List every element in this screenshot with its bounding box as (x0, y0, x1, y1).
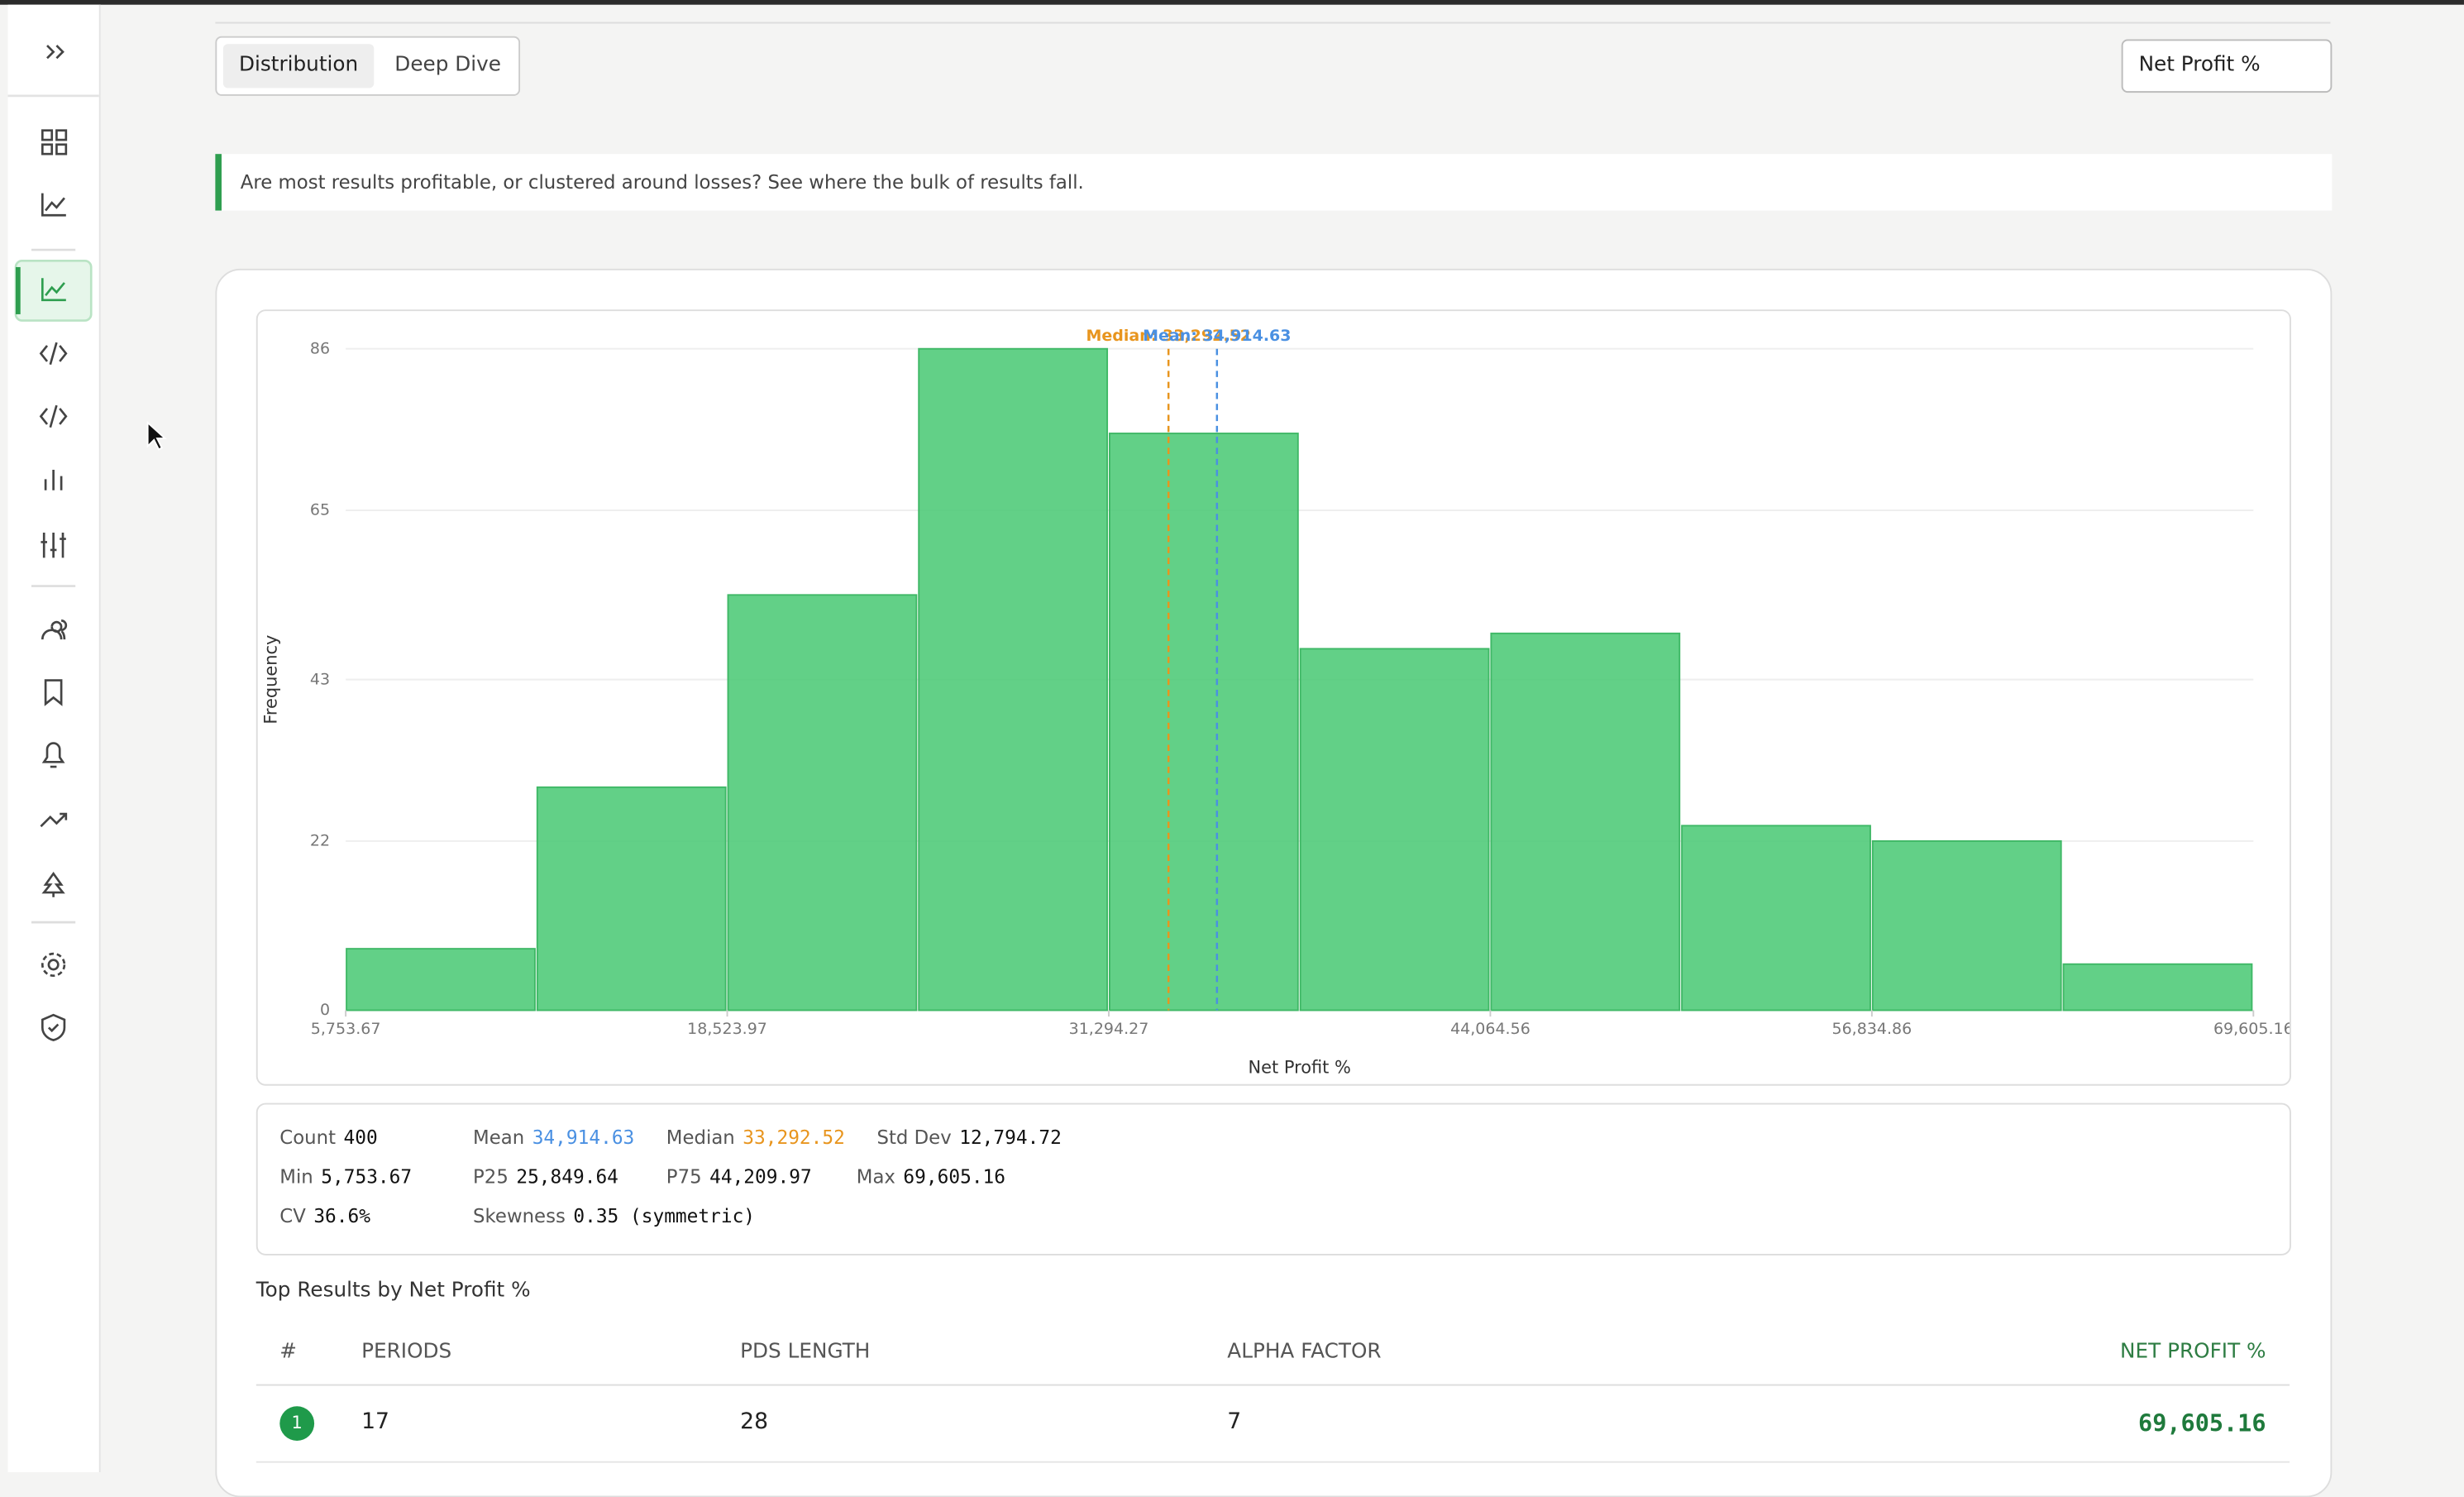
tab-group: Distribution Deep Dive (215, 36, 521, 96)
bar (1871, 839, 2062, 1012)
y-tick-label: 0 (320, 1001, 330, 1019)
y-axis-label: Frequency (260, 635, 280, 725)
histogram: 0 22 43 65 86 5,753.67 18,523.97 31,294.27 44,06… (260, 327, 2290, 1077)
table-title: Top Results by Net Profit % (255, 1279, 531, 1303)
column-header: ALPHA FACTOR (1227, 1340, 1382, 1364)
bar (1299, 648, 1490, 1012)
stat-label: P75 (666, 1165, 702, 1189)
stat: Std Dev 12,794.72 (876, 1126, 1061, 1149)
dashboard-icon[interactable] (41, 129, 68, 155)
tree-icon[interactable] (41, 871, 65, 897)
bar (1108, 433, 1299, 1012)
trend-icon[interactable] (40, 812, 68, 828)
bar (536, 786, 727, 1012)
settings-icon[interactable] (47, 959, 60, 971)
y-tick-label: 43 (310, 670, 330, 688)
cursor (146, 421, 167, 451)
x-tick-label: 44,064.56 (1450, 1020, 1530, 1038)
stat: Skewness 0.35 (symmetric) (473, 1205, 755, 1227)
stat-value: 400 (343, 1126, 378, 1149)
y-tick-label: 22 (310, 832, 330, 850)
tab[interactable]: Distribution (222, 44, 375, 88)
x-tick-label: 18,523.97 (687, 1020, 767, 1038)
bar (2062, 963, 2253, 1012)
stat: Max 69,605.16 (857, 1166, 1005, 1189)
metric-select[interactable]: Net Profit % (2121, 39, 2333, 93)
stat-label: Min (279, 1165, 313, 1189)
stat-label: Max (856, 1165, 895, 1189)
stat-label: Count (279, 1126, 337, 1149)
sidebar (7, 4, 101, 1473)
reference-label: Median: 33,292.52 (1086, 327, 1250, 345)
rank-badge: 1 (279, 1406, 315, 1442)
stat: P25 25,849.64 (473, 1166, 618, 1189)
bar (727, 594, 918, 1012)
stats-box: Count 400 Mean 34,914.63 Median 33,292.52 Std … (255, 1102, 2291, 1255)
stat-label: Median (666, 1126, 735, 1149)
shield-icon[interactable] (41, 1013, 66, 1041)
stat-value: 25,849.64 (516, 1165, 618, 1189)
stat-label: CV (279, 1205, 306, 1227)
users-icon[interactable] (41, 619, 68, 640)
cell: 17 (361, 1409, 389, 1435)
stat-value: 5,753.67 (321, 1165, 413, 1189)
stat-value: 44,209.97 (709, 1165, 812, 1189)
stat-value: 36.6% (313, 1205, 370, 1227)
bar (1681, 825, 1871, 1012)
stat-label: Mean (473, 1126, 525, 1149)
info-banner: Are most results profitable, or clustere… (215, 154, 2333, 211)
cell: 7 (1227, 1409, 1242, 1435)
bell-icon[interactable] (41, 742, 65, 768)
x-tick-label: 56,834.86 (1832, 1020, 1912, 1038)
x-axis-label: Net Profit % (1249, 1057, 1351, 1077)
chart-icon[interactable] (41, 193, 66, 217)
stat-value: 33,292.52 (743, 1126, 845, 1149)
x-tick-label: 69,605.16 (2213, 1020, 2290, 1038)
code-icon[interactable] (39, 342, 68, 366)
sidebar-icons (7, 45, 99, 1041)
stat-label: Skewness (473, 1205, 566, 1227)
stat: P75 44,209.97 (666, 1166, 812, 1189)
reference-label: Mean: 34,914.63 (1143, 327, 1291, 345)
code-icon[interactable] (39, 404, 68, 428)
stat: Count 400 (279, 1126, 377, 1149)
stat-label: Std Dev (876, 1126, 952, 1149)
stat-value: 12,794.72 (959, 1126, 1062, 1149)
stat: CV 36.6% (279, 1205, 370, 1227)
x-tick-label: 5,753.67 (311, 1020, 381, 1038)
bar (1490, 632, 1681, 1012)
column-header: PDS LENGTH (740, 1340, 871, 1364)
y-tick-label: 65 (310, 501, 330, 519)
stat: Min 5,753.67 (279, 1166, 412, 1189)
stat: Mean 34,914.63 (473, 1126, 634, 1149)
bars-icon[interactable] (44, 470, 63, 490)
column-header: PERIODS (361, 1340, 452, 1364)
stat-value: 0.35 (symmetric) (573, 1205, 756, 1227)
cell: 69,605.16 (2138, 1409, 2266, 1438)
stat-label: P25 (473, 1165, 509, 1189)
expand-icon[interactable] (46, 45, 64, 60)
top-bar (0, 0, 2464, 5)
stat: Median 33,292.52 (666, 1126, 845, 1149)
bar (918, 347, 1109, 1012)
stat-value: 34,914.63 (532, 1126, 635, 1149)
bookmark-icon[interactable] (44, 679, 63, 706)
x-tick-label: 31,294.27 (1069, 1020, 1149, 1038)
bar (346, 948, 536, 1012)
sliders-icon[interactable] (41, 532, 66, 558)
tab[interactable]: Deep Dive (394, 53, 501, 78)
column-header: NET PROFIT % (2120, 1340, 2266, 1364)
cell: 28 (740, 1409, 769, 1435)
stat-value: 69,605.16 (903, 1165, 1006, 1189)
column-header: # (279, 1340, 298, 1364)
y-tick-label: 86 (310, 339, 330, 357)
